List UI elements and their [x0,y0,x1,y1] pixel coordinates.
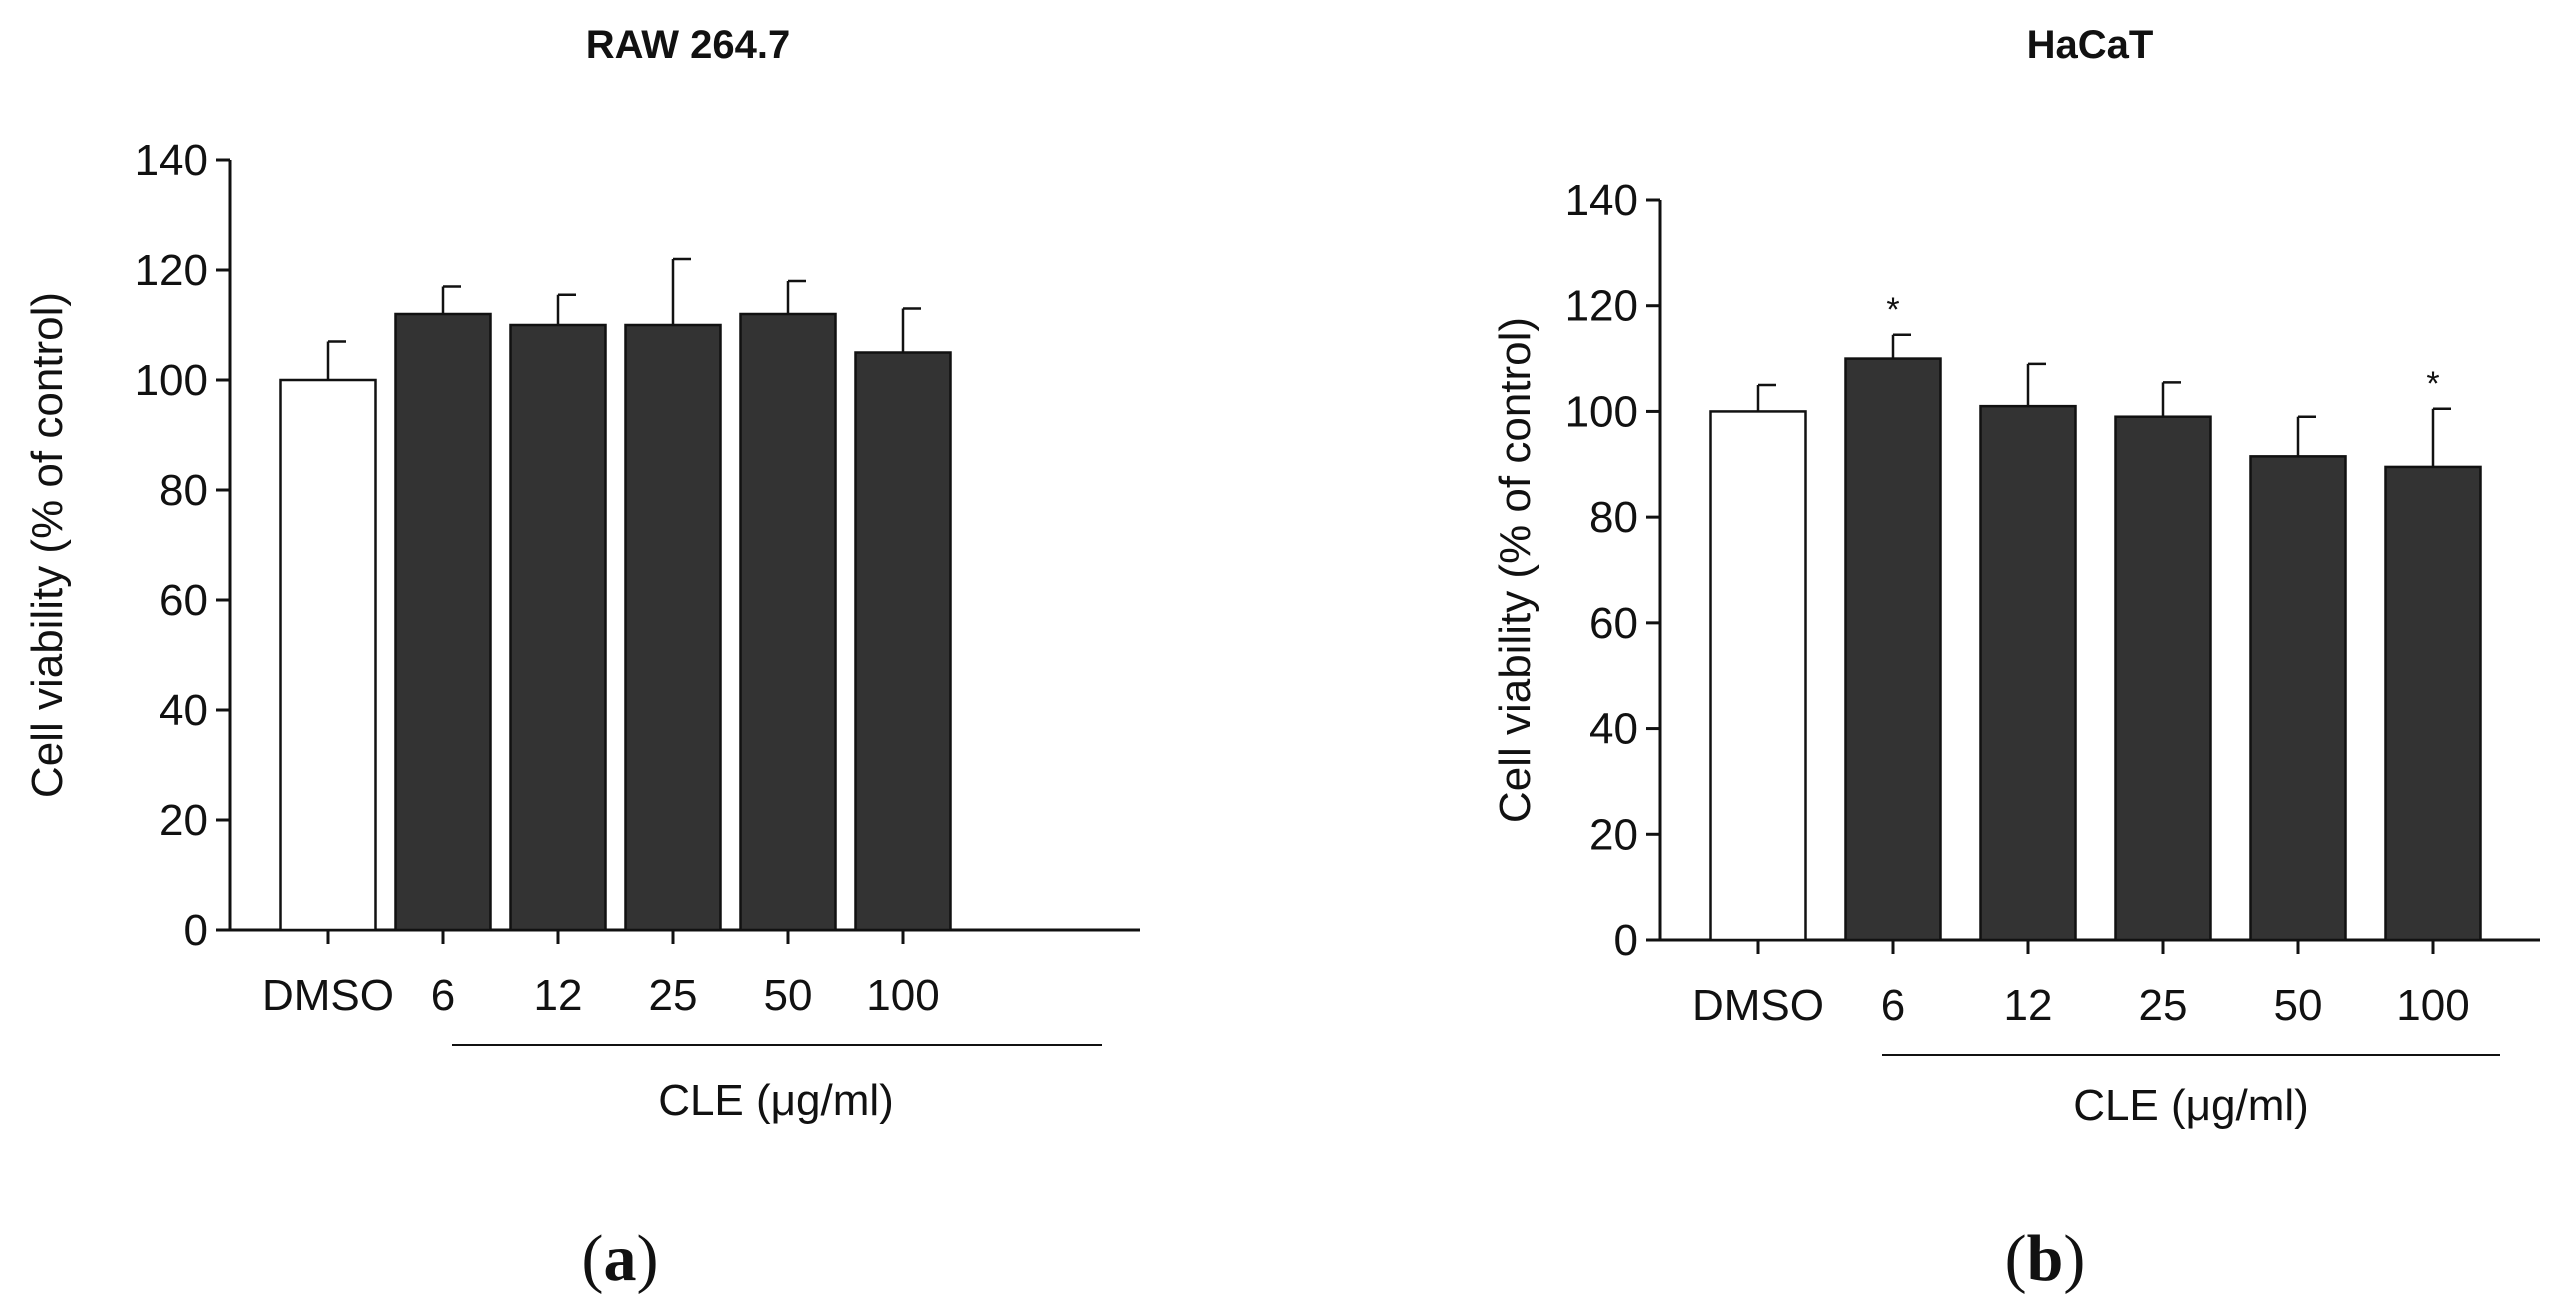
x-tick-label: DMSO [262,971,394,1020]
panel-letter: a [604,1222,637,1295]
significance-mark: * [2426,365,2439,403]
y-tick-label: 100 [1565,387,1638,436]
panel-label: (a) [582,1222,659,1295]
x-axis-label: CLE (μg/ml) [2073,1081,2309,1130]
x-tick-label: 6 [1881,981,1905,1030]
bar-DMSO [1709,410,1807,942]
x-tick-label: 100 [2396,981,2469,1030]
panel-letter: b [2027,1222,2064,1295]
y-tick-label: 60 [159,576,208,625]
x-tick-label: 6 [431,971,455,1020]
y-tick-label: 140 [1565,176,1638,225]
y-tick-label: 0 [184,906,208,955]
y-tick-label: 0 [1614,916,1638,965]
bar-100 [2384,465,2482,942]
y-tick-label: 140 [135,136,208,185]
bar-100 [854,351,952,932]
bar-50 [739,312,837,932]
y-axis-label: Cell viability (% of control) [23,292,72,798]
significance-mark: * [1886,291,1899,329]
y-tick-label: 80 [1589,493,1638,542]
bar-6 [394,312,492,932]
bar-25 [2114,415,2212,942]
chart-panel-b: HaCaT 0 20 40 60 80 100 120 140 Cell viability (%… [1491,23,2540,1295]
y-tick-label: 40 [1589,705,1638,754]
x-tick-label: 100 [866,971,939,1020]
panel-label: (b) [2005,1222,2086,1295]
y-tick-label: 20 [1589,810,1638,859]
y-axis-label: Cell viability (% of control) [1491,317,1540,823]
panel-paren-close: ) [637,1222,659,1295]
x-tick-label: 25 [2139,981,2188,1030]
x-tick-label: 12 [534,971,583,1020]
x-tick-label: 25 [649,971,698,1020]
bar-25 [624,323,722,932]
x-axis-label: CLE (μg/ml) [658,1076,894,1125]
x-tick-label: 50 [764,971,813,1020]
y-tick-label: 120 [1565,282,1638,331]
x-tick-label: 50 [2274,981,2323,1030]
y-tick-label: 60 [1589,599,1638,648]
panel-paren-close: ) [2063,1222,2085,1295]
y-tick-label: 20 [159,796,208,845]
x-tick-label: DMSO [1692,981,1824,1030]
chart-title: RAW 264.7 [586,23,791,67]
bar-12 [1979,404,2077,942]
chart-title: HaCaT [2027,23,2154,67]
y-tick-label: 80 [159,466,208,515]
y-tick-label: 120 [135,246,208,295]
chart-panel-a: RAW 264.7 0 20 40 60 80 100 120 140 Cell viabilit… [23,23,1140,1295]
y-tick-label: 40 [159,686,208,735]
bar-6 [1844,357,1942,942]
panel-paren-open: ( [2005,1222,2027,1295]
bar-12 [509,323,607,932]
bar-DMSO [279,378,377,932]
panel-paren-open: ( [582,1222,604,1295]
y-tick-label: 100 [135,356,208,405]
x-tick-label: 12 [2004,981,2053,1030]
bar-50 [2249,455,2347,942]
